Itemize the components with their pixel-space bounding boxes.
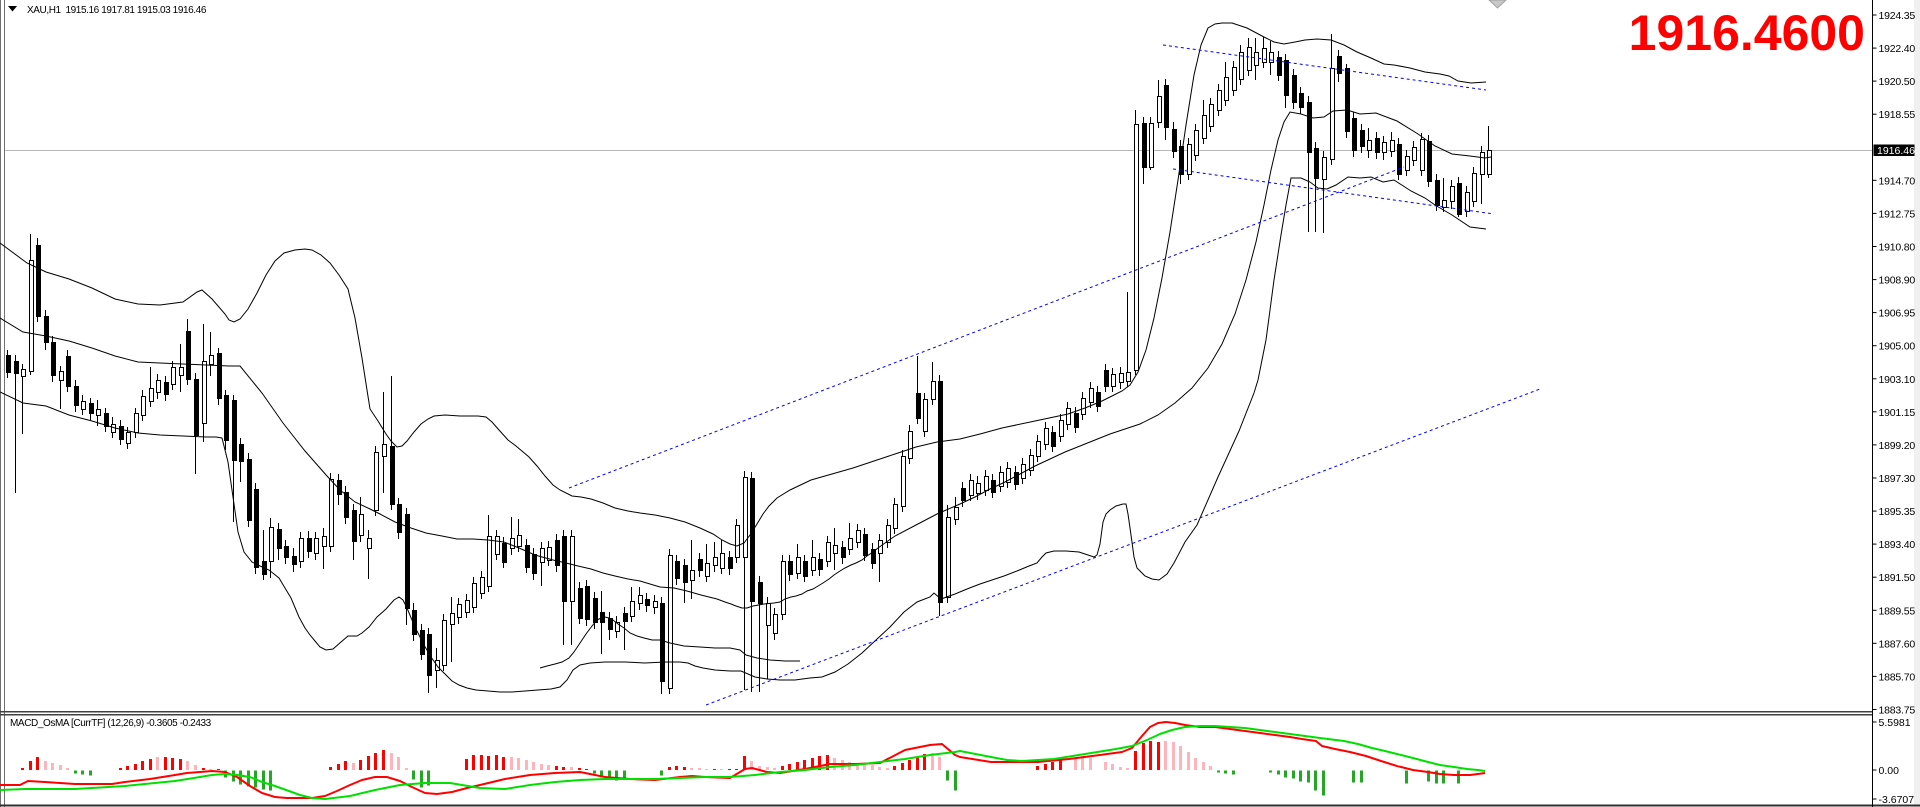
svg-text:1920.50: 1920.50 xyxy=(1879,76,1916,88)
svg-text:1922.40: 1922.40 xyxy=(1879,43,1916,55)
svg-text:1903.10: 1903.10 xyxy=(1879,374,1916,386)
svg-text:1910.80: 1910.80 xyxy=(1879,242,1916,254)
svg-text:1905.00: 1905.00 xyxy=(1879,341,1916,353)
svg-text:1899.20: 1899.20 xyxy=(1879,440,1916,452)
svg-text:1914.70: 1914.70 xyxy=(1879,175,1916,187)
svg-text:1901.15: 1901.15 xyxy=(1879,407,1916,419)
svg-text:1885.70: 1885.70 xyxy=(1879,671,1916,683)
svg-text:5.5981: 5.5981 xyxy=(1879,717,1911,729)
svg-text:MACD_OsMA [CurrTF] (12,26,9) -: MACD_OsMA [CurrTF] (12,26,9) -0.3605 -0.… xyxy=(10,718,212,729)
svg-text:1918.55: 1918.55 xyxy=(1879,109,1916,121)
svg-text:1916.4600: 1916.4600 xyxy=(1629,5,1865,61)
svg-text:-3.6707: -3.6707 xyxy=(1879,794,1915,806)
svg-text:1891.50: 1891.50 xyxy=(1879,572,1916,584)
svg-text:1916.46: 1916.46 xyxy=(1877,145,1915,157)
svg-text:1906.95: 1906.95 xyxy=(1879,308,1916,320)
svg-text:1908.90: 1908.90 xyxy=(1879,275,1916,287)
svg-text:1889.55: 1889.55 xyxy=(1879,605,1916,617)
svg-text:1912.75: 1912.75 xyxy=(1879,208,1916,220)
svg-text:0.00: 0.00 xyxy=(1879,765,1900,777)
svg-text:1895.35: 1895.35 xyxy=(1879,506,1916,518)
svg-text:XAU,H1 1915.16 1917.81 1915.0: XAU,H1 1915.16 1917.81 1915.03 1916.46 xyxy=(27,5,207,16)
svg-text:1893.40: 1893.40 xyxy=(1879,539,1916,551)
svg-text:1887.60: 1887.60 xyxy=(1879,638,1916,650)
svg-text:1897.30: 1897.30 xyxy=(1879,473,1916,485)
svg-text:1883.75: 1883.75 xyxy=(1879,705,1916,717)
svg-text:1924.35: 1924.35 xyxy=(1879,10,1916,22)
